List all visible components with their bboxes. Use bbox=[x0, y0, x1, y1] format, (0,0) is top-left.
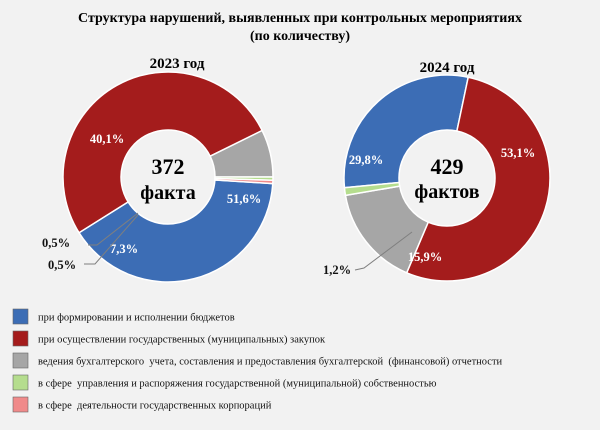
chart-title-line2: (по количеству) bbox=[250, 29, 350, 44]
slice-2024-budget bbox=[343, 74, 470, 189]
leader-line-2023-property bbox=[88, 212, 139, 246]
donut-2023 bbox=[62, 71, 274, 283]
slice-2024-property bbox=[343, 181, 401, 197]
year-label-2024: 2024 год bbox=[420, 60, 475, 76]
legend-swatch-accounting bbox=[12, 352, 29, 369]
data-label-2024-accounting: 15,9% bbox=[408, 250, 442, 264]
chart-title-line1: Структура нарушений, выявленных при конт… bbox=[78, 11, 522, 26]
leader-line-2023-corporations bbox=[84, 214, 139, 265]
data-label-2023-property: 0,5% bbox=[42, 236, 70, 250]
year-label-2023: 2023 год bbox=[150, 56, 205, 72]
slice-2024-procurement bbox=[405, 76, 551, 282]
legend-swatch-procurement bbox=[12, 330, 29, 347]
legend-swatch-budget bbox=[12, 308, 29, 325]
slice-2023-corporations bbox=[214, 177, 274, 185]
legend-label-budget: при формировании и исполнении бюджетов bbox=[38, 313, 235, 324]
legend-label-procurement: при осуществлении государственных (муниц… bbox=[38, 335, 326, 346]
legend: при формировании и исполнении бюджетов пр… bbox=[12, 308, 503, 413]
legend-label-accounting: ведения бухгалтерского учета, составлени… bbox=[38, 357, 503, 368]
legend-swatch-corporations bbox=[12, 396, 29, 413]
slice-2023-procurement bbox=[62, 71, 264, 234]
donut-2024 bbox=[343, 74, 551, 282]
data-label-2023-accounting: 7,3% bbox=[110, 242, 138, 256]
legend-swatch-property bbox=[12, 374, 29, 391]
slice-2023-budget bbox=[77, 179, 274, 283]
data-label-2023-budget: 40,1% bbox=[90, 132, 124, 146]
data-label-2023-corporations: 0,5% bbox=[48, 258, 76, 272]
data-label-2024-budget: 29,8% bbox=[349, 153, 383, 167]
leader-line-2024-property bbox=[354, 231, 413, 271]
legend-label-property: в сфере управления и распоряжения госуда… bbox=[38, 379, 437, 390]
total-word-2023: факта bbox=[140, 182, 195, 204]
data-label-2024-property: 1,2% bbox=[323, 263, 351, 277]
legend-label-corporations: в сфере деятельности государственных кор… bbox=[38, 401, 272, 412]
total-count-2024: 429 bbox=[431, 154, 464, 179]
total-word-2024: фактов bbox=[414, 181, 479, 203]
data-label-2024-procurement: 53,1% bbox=[501, 146, 535, 160]
data-label-2023-procurement: 51,6% bbox=[227, 192, 261, 206]
data-labels: 40,1% 51,6% 7,3% 0,5% 0,5% 29,8% 53,1% 15,9% 1,2… bbox=[42, 132, 535, 277]
total-count-2023: 372 bbox=[152, 154, 185, 179]
